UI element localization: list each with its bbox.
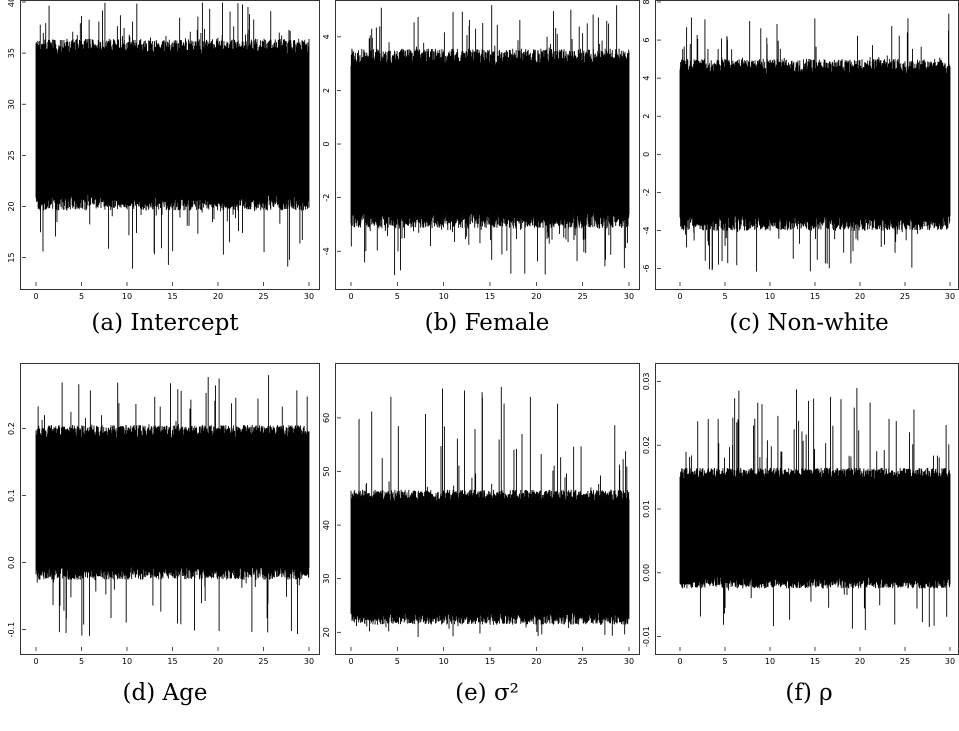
x-tick-label: 5 <box>79 292 84 301</box>
x-tick-label: 30 <box>624 657 634 666</box>
x-tick-label: 30 <box>304 657 314 666</box>
y-tick-label: 30 <box>7 99 16 109</box>
y-tick-label: 60 <box>322 413 331 423</box>
y-tick-label: -0.01 <box>642 626 651 647</box>
y-tick-label: 0.0 <box>7 556 16 569</box>
y-tick-label: 0 <box>322 141 331 146</box>
x-tick-label: 20 <box>213 657 223 666</box>
x-tick-label: 15 <box>167 292 177 301</box>
x-tick-label: 5 <box>722 657 727 666</box>
y-tick-label: 20 <box>7 201 16 211</box>
x-tick-label: 20 <box>213 292 223 301</box>
trace-panel-1: 0 5 10 15 20 25 30 15 20 25 30 35 40 (a) Intercept <box>7 0 320 336</box>
trace-core-band <box>351 65 629 212</box>
y-tick-label: 0 <box>642 152 651 157</box>
panel-caption: (a) Intercept <box>91 310 239 336</box>
y-tick-label: 40 <box>7 0 16 7</box>
x-tick-label: 30 <box>304 292 314 301</box>
y-tick-label: 0.1 <box>7 489 16 502</box>
trace-core-band <box>680 479 950 577</box>
trace-core-band <box>36 439 309 565</box>
plot-frame <box>20 0 320 290</box>
y-tick-label: 20 <box>322 627 331 637</box>
x-tick-label: 5 <box>79 657 84 666</box>
x-tick-label: 20 <box>531 657 541 666</box>
plot-frame <box>335 0 640 290</box>
y-tick-label: 8 <box>642 0 651 5</box>
plot-frame <box>335 363 640 655</box>
y-tick-label: 0.03 <box>642 372 651 390</box>
x-tick-label: 30 <box>945 292 955 301</box>
y-tick-label: 0.00 <box>642 564 651 582</box>
trace-panel-6: 0 5 10 15 20 25 30 -0.01 0.00 0.01 0.02 0.03 (f) ρ <box>642 363 959 706</box>
panel-caption: (c) Non-white <box>729 310 888 336</box>
x-tick-label: 5 <box>395 292 400 301</box>
x-tick-label: 25 <box>900 657 910 666</box>
x-tick-label: 15 <box>167 657 177 666</box>
y-tick-label: 40 <box>322 520 331 530</box>
x-tick-label: 0 <box>677 292 682 301</box>
y-tick-label: -0.1 <box>7 622 16 638</box>
trace-panel-3: 0 5 10 15 20 25 30 -6 -4 -2 0 2 4 6 8 (c) Non-white <box>642 0 959 336</box>
y-tick-label: 35 <box>7 48 16 58</box>
y-tick-label: 0.02 <box>642 436 651 454</box>
trace-core-band <box>351 502 629 612</box>
y-tick-label: 4 <box>322 34 331 39</box>
x-tick-label: 25 <box>900 292 910 301</box>
trace-panel-4: 0 5 10 15 20 25 30 -0.1 0.0 0.1 0.2 (d) Age <box>7 363 320 706</box>
x-tick-label: 0 <box>33 657 38 666</box>
y-tick-label: -4 <box>642 226 651 234</box>
y-tick-label: 15 <box>7 252 16 262</box>
y-tick-label: -2 <box>642 188 651 196</box>
y-tick-label: 6 <box>642 38 651 43</box>
x-tick-label: 15 <box>810 292 820 301</box>
y-tick-label: 0.2 <box>7 422 16 435</box>
y-tick-label: 0.01 <box>642 500 651 518</box>
x-tick-label: 10 <box>765 657 775 666</box>
x-tick-label: 10 <box>765 292 775 301</box>
x-tick-label: 5 <box>722 292 727 301</box>
x-tick-label: 20 <box>855 292 865 301</box>
x-tick-label: 25 <box>258 292 268 301</box>
trace-panel-2: 0 5 10 15 20 25 30 -4 -2 0 2 4 (b) Female <box>322 0 640 336</box>
x-tick-label: 10 <box>122 292 132 301</box>
x-tick-label: 15 <box>485 657 495 666</box>
x-tick-label: 30 <box>624 292 634 301</box>
plot-frame <box>20 363 320 655</box>
y-tick-label: 4 <box>642 76 651 81</box>
y-tick-label: 30 <box>322 574 331 584</box>
x-tick-label: 20 <box>855 657 865 666</box>
panel-caption: (b) Female <box>425 310 550 336</box>
x-tick-label: 10 <box>439 292 449 301</box>
y-tick-label: 50 <box>322 466 331 476</box>
y-tick-label: 2 <box>322 88 331 93</box>
x-tick-label: 5 <box>395 657 400 666</box>
trace-panel-5: 0 5 10 15 20 25 30 20 30 40 50 60 (e) σ² <box>322 363 640 706</box>
x-tick-label: 10 <box>122 657 132 666</box>
y-tick-label: 25 <box>7 150 16 160</box>
x-tick-label: 20 <box>531 292 541 301</box>
panel-caption: (e) σ² <box>455 680 519 706</box>
x-tick-label: 0 <box>348 657 353 666</box>
x-tick-label: 15 <box>810 657 820 666</box>
x-tick-label: 25 <box>578 292 588 301</box>
x-tick-label: 0 <box>33 292 38 301</box>
y-tick-label: -6 <box>642 264 651 272</box>
x-tick-label: 0 <box>348 292 353 301</box>
y-tick-label: -2 <box>322 194 331 202</box>
trace-core-band <box>680 75 950 215</box>
x-tick-label: 0 <box>677 657 682 666</box>
y-tick-label: -4 <box>322 247 331 255</box>
x-tick-label: 10 <box>439 657 449 666</box>
trace-core-band <box>36 55 309 195</box>
x-tick-label: 25 <box>578 657 588 666</box>
panel-caption: (d) Age <box>123 680 208 706</box>
panel-caption: (f) ρ <box>785 680 832 706</box>
x-tick-label: 15 <box>485 292 495 301</box>
x-tick-label: 30 <box>945 657 955 666</box>
x-tick-label: 25 <box>258 657 268 666</box>
y-tick-label: 2 <box>642 114 651 119</box>
